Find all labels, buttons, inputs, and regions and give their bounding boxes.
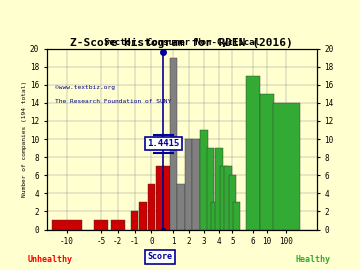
Bar: [52, 220, 82, 230]
Bar: [273, 103, 300, 230]
Text: Score: Score: [148, 252, 173, 261]
Bar: [260, 94, 274, 230]
Bar: [229, 175, 236, 230]
Text: The Research Foundation of SUNY: The Research Foundation of SUNY: [55, 99, 171, 104]
Y-axis label: Number of companies (194 total): Number of companies (194 total): [22, 81, 27, 197]
Bar: [131, 211, 138, 229]
Bar: [224, 166, 232, 230]
Text: ©www.textbiz.org: ©www.textbiz.org: [55, 85, 115, 90]
Text: Sector: Consumer Non-Cyclical: Sector: Consumer Non-Cyclical: [104, 38, 260, 47]
Bar: [246, 76, 260, 230]
Title: Z-Score Histogram for RDEN (2016): Z-Score Histogram for RDEN (2016): [71, 38, 293, 48]
Text: 1.4415: 1.4415: [147, 139, 179, 148]
Bar: [94, 220, 108, 230]
Text: Healthy: Healthy: [296, 255, 331, 264]
Bar: [207, 148, 214, 230]
Bar: [215, 148, 223, 230]
Bar: [220, 166, 228, 230]
Bar: [111, 220, 125, 230]
Bar: [156, 166, 164, 230]
Bar: [139, 202, 147, 230]
Bar: [192, 139, 200, 230]
Bar: [185, 139, 192, 230]
Bar: [211, 202, 219, 230]
Bar: [148, 184, 155, 230]
Bar: [200, 130, 207, 230]
Bar: [163, 166, 170, 230]
Bar: [170, 58, 177, 230]
Bar: [233, 202, 240, 230]
Text: Unhealthy: Unhealthy: [28, 255, 73, 264]
Bar: [177, 184, 185, 230]
